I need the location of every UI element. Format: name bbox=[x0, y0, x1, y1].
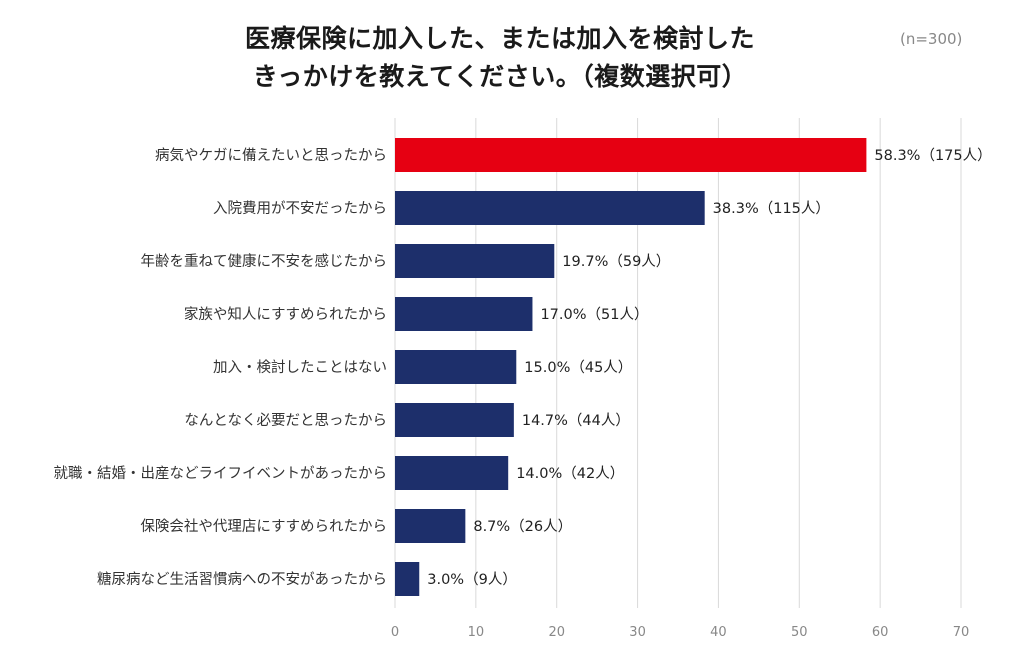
value-label-2: 38.3%（115人） bbox=[713, 200, 830, 217]
category-label-4: 家族や知人にすすめられたから bbox=[184, 306, 387, 323]
bar-1 bbox=[395, 138, 867, 172]
chart-title-line-2: きっかけを教えてください。（複数選択可） bbox=[252, 62, 748, 91]
category-label-6: なんとなく必要だと思ったから bbox=[184, 412, 387, 429]
category-label-1: 病気やケガに備えたいと思ったから bbox=[155, 147, 387, 164]
x-tick-label-70: 70 bbox=[953, 625, 970, 640]
category-label-5: 加入・検討したことはない bbox=[213, 359, 387, 376]
bar-2 bbox=[395, 191, 705, 225]
x-tick-label-10: 10 bbox=[468, 625, 485, 640]
value-label-3: 19.7%（59人） bbox=[562, 253, 670, 270]
bars bbox=[395, 138, 867, 596]
bar-3 bbox=[395, 244, 555, 278]
value-label-5: 15.0%（45人） bbox=[524, 359, 632, 376]
x-tick-label-0: 0 bbox=[391, 625, 399, 640]
bar-6 bbox=[395, 403, 514, 437]
value-label-8: 8.7%（26人） bbox=[473, 518, 572, 535]
chart-title-line-1: 医療保険に加入した、または加入を検討した bbox=[244, 24, 755, 53]
bar-9 bbox=[395, 562, 420, 596]
value-label-1: 58.3%（175人） bbox=[874, 147, 991, 164]
x-tick-label-60: 60 bbox=[872, 625, 889, 640]
x-tick-label-40: 40 bbox=[710, 625, 727, 640]
labels: 0 10 20 30 40 50 60 70 病気やケガに備えたいと思ったから 58.3%（175… bbox=[54, 147, 992, 640]
bar-5 bbox=[395, 350, 517, 384]
x-tick-label-30: 30 bbox=[629, 625, 646, 640]
category-label-7: 就職・結婚・出産などライフイベントがあったから bbox=[54, 465, 388, 482]
value-label-9: 3.0%（9人） bbox=[427, 571, 517, 588]
sample-size-note: (n=300) bbox=[900, 30, 963, 48]
category-label-2: 入院費用が不安だったから bbox=[213, 200, 387, 217]
bar-4 bbox=[395, 297, 533, 331]
chart-title: 医療保険に加入した、または加入を検討した きっかけを教えてください。（複数選択可… bbox=[0, 20, 1000, 96]
bar-8 bbox=[395, 509, 466, 543]
category-label-9: 糖尿病など生活習慣病への不安があったから bbox=[97, 570, 387, 588]
value-label-7: 14.0%（42人） bbox=[516, 465, 624, 482]
x-tick-label-20: 20 bbox=[548, 625, 565, 640]
value-label-6: 14.7%（44人） bbox=[522, 412, 630, 429]
value-label-4: 17.0%（51人） bbox=[540, 306, 648, 323]
x-tick-label-50: 50 bbox=[791, 625, 808, 640]
bar-7 bbox=[395, 456, 509, 490]
category-label-3: 年齢を重ねて健康に不安を感じたから bbox=[141, 253, 388, 270]
category-label-8: 保険会社や代理店にすすめられたから bbox=[140, 518, 387, 535]
